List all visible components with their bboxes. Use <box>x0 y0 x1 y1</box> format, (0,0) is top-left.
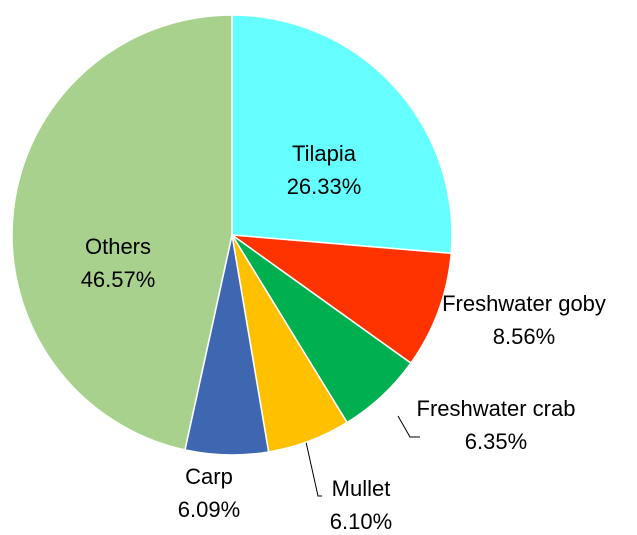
value-label: 6.10% <box>330 509 392 534</box>
slice <box>11 14 233 451</box>
value-label: 46.57% <box>81 267 156 292</box>
leader-line <box>397 415 420 438</box>
value-label: 6.35% <box>465 429 527 454</box>
slice-label: Freshwater goby <box>442 291 606 316</box>
value-label: 8.56% <box>493 324 555 349</box>
slice-label: Mullet <box>332 476 391 501</box>
slice <box>229 234 453 365</box>
slice-label: Carp <box>185 464 233 489</box>
leader-line <box>305 441 322 497</box>
slice-label: Tilapia <box>292 141 357 166</box>
slice-label: Others <box>85 234 151 259</box>
slice-label: Freshwater crab <box>417 396 576 421</box>
slice <box>231 14 453 255</box>
value-label: 6.09% <box>178 497 240 522</box>
value-label: 26.33% <box>287 174 362 199</box>
